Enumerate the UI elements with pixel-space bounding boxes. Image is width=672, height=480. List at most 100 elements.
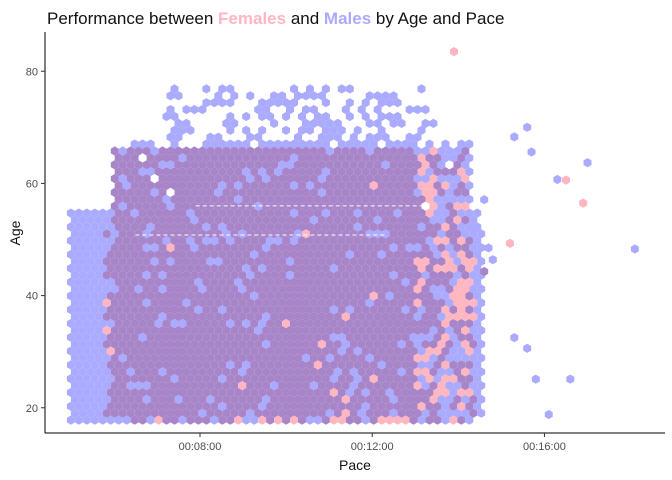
hex-bin [457,277,466,287]
hex-bin [94,312,103,322]
hex-bin-outlier [579,198,588,208]
hex-bin [302,160,310,170]
hex-bin [230,174,239,184]
hex-bin [465,346,474,356]
hex-bin [222,187,231,197]
hex-bin [218,153,227,163]
hex-bin [457,346,466,356]
hex-bin [453,298,462,308]
hex-bin [282,111,290,122]
hex-bin [234,374,243,384]
hex-bin [270,312,279,322]
hex-bin [413,160,422,170]
hex-bin [218,360,227,370]
hex-bin [254,174,263,184]
hex-bin [274,208,283,218]
hex-bin [190,353,199,363]
hex-bin [325,367,334,377]
hex-bin [397,118,406,128]
hex-bin [154,194,163,204]
hex-bin [437,187,446,197]
hex-bin [373,243,382,253]
hex-bin [118,339,127,349]
hex-bin [270,270,279,280]
hex-bin [373,339,382,349]
hex-bin [377,153,386,163]
hex-bin [473,374,482,384]
hex-bin-outlier [523,122,532,132]
hex-bin-outlier [523,343,532,353]
hex-bin [230,118,239,128]
hex-bin [182,174,191,184]
hex-bin [110,201,119,211]
hex-bin [425,167,434,177]
hex-bin [102,367,111,377]
hex-bin [445,367,454,377]
hex-bin [461,174,470,184]
hex-bin [385,318,394,329]
hex-bin [413,201,422,211]
hex-bin [433,387,442,398]
hex-bin [130,222,139,232]
hex-bin [298,111,306,122]
hex-bin [445,298,454,308]
hex-bin [258,291,267,301]
hex-bin [122,153,131,163]
hex-bin [365,160,374,170]
hex-bin [106,277,115,287]
hex-bin [445,215,454,225]
hex-bin [266,360,275,370]
hex-bin [74,305,83,315]
hex-bin [242,222,251,232]
hex-bin [214,284,223,294]
hex-bin [126,325,135,335]
hex-bin [413,270,422,280]
hex-bin [178,291,187,301]
hex-bin [66,208,75,218]
hex-bin [329,318,338,329]
hex-bin [298,180,306,191]
hex-bin [453,381,462,391]
hex-bin [146,387,155,398]
hex-bin [321,236,330,246]
hex-bin [66,374,75,384]
hex-bin [349,256,358,266]
hex-bin [477,243,486,253]
hex-bin [230,353,239,363]
hex-bin [146,153,155,163]
hex-bin [393,387,402,398]
hex-bin [341,215,350,225]
hex-bin [182,394,191,404]
hex-bin [242,194,251,204]
hex-bin [66,277,75,287]
hex-bin [469,381,478,391]
hex-bin [469,339,478,349]
hex-bin [449,332,458,342]
hex-bin [413,408,422,418]
hex-bin [166,325,175,335]
hex-bin [369,332,378,342]
hex-bin [262,325,271,335]
hex-bin [282,222,290,232]
hex-bin [313,139,322,149]
hex-bin [429,353,438,363]
hex-bin [473,236,482,246]
hex-bin [102,408,111,418]
hex-bin [190,367,199,377]
hex-bin [325,174,334,184]
hex-bin [325,394,334,404]
hex-bin [437,325,446,335]
hex-bin [377,208,386,218]
hex-bin [94,298,103,308]
hex-bin [409,249,418,260]
hex-bin [202,84,211,94]
hex-bin [270,118,279,128]
hex-bin [130,139,139,149]
hex-bin [258,153,267,163]
hex-bin [377,194,386,204]
hex-bin [94,353,103,363]
hex-bin [142,270,151,280]
hex-bin [242,318,251,329]
hex-bin [337,180,346,191]
